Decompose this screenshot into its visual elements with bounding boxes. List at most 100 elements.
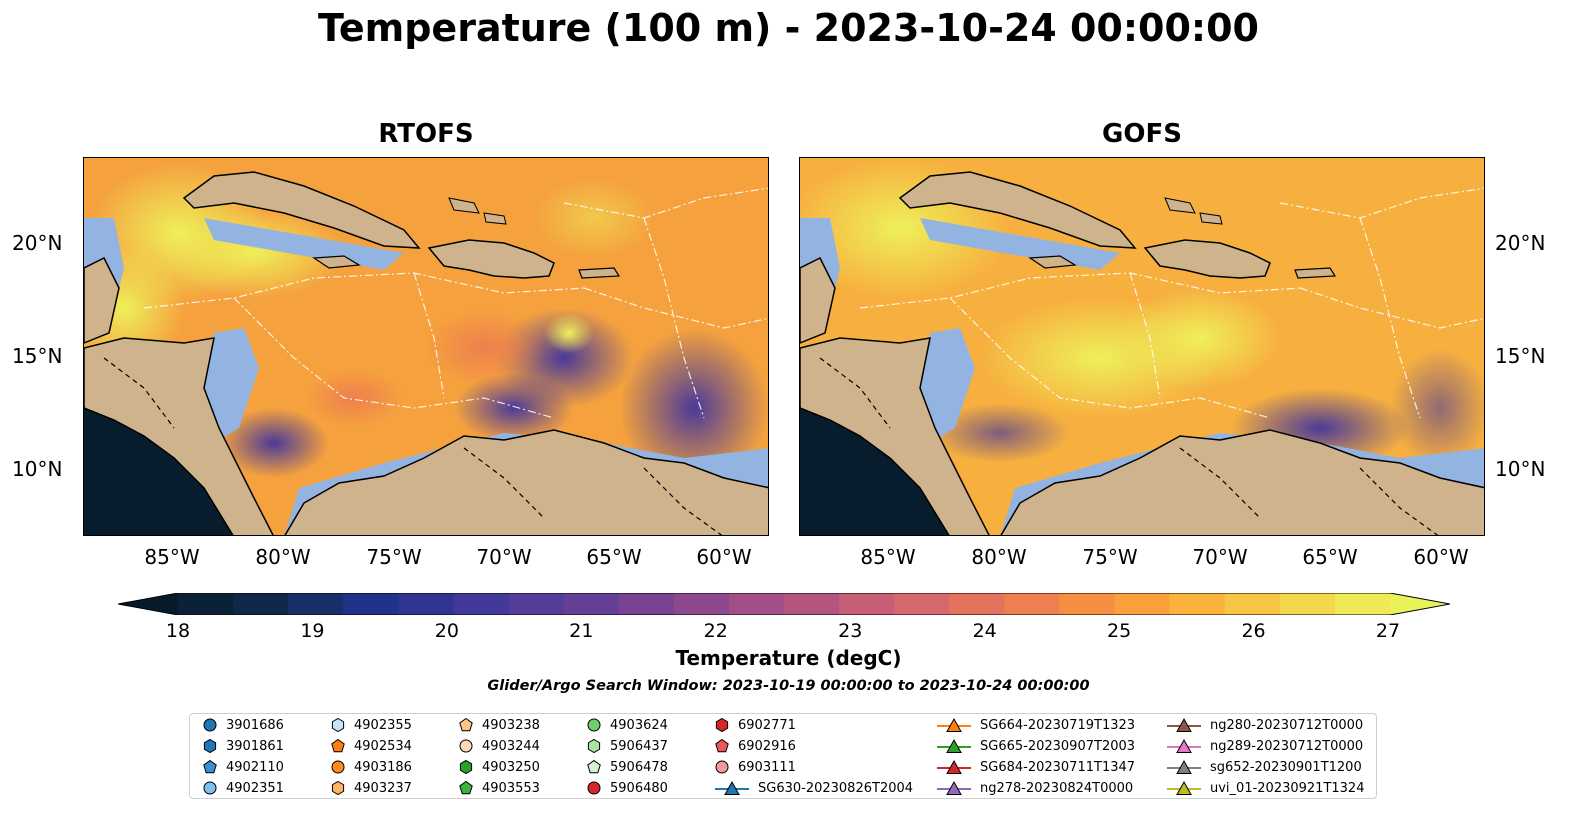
triangle-line-marker-icon [937,717,971,732]
legend-item-6903111: 6903111 [714,757,796,777]
circle-marker-icon [715,760,729,774]
legend-item-4903186: 4903186 [330,757,412,777]
legend-item-4902534: 4902534 [330,736,412,756]
colorbar-segment [894,593,950,615]
legend-item-4902355: 4902355 [330,715,412,735]
colorbar-segment [1334,593,1391,615]
x-tick-60w-gofs: 60°W [1413,545,1469,569]
colorbar-tick: 22 [703,620,728,642]
y-tick-20n-right: 20°N [1495,231,1546,255]
legend-label: 5906437 [610,738,668,754]
legend-label: 4903624 [610,717,668,733]
map-gofs-canvas [800,158,1484,535]
colorbar-segment [1114,593,1171,615]
legend-label: 5906480 [610,780,668,796]
triangle-line-marker-icon [937,738,971,753]
map-gofs[interactable] [799,157,1485,536]
colorbar-segment [288,593,344,615]
legend-item-4903553: 4903553 [458,778,540,798]
hexagon-marker-icon [715,717,729,733]
colorbar-segment [508,593,565,615]
colorbar-tick: 19 [300,620,325,642]
legend-label: 4903238 [482,717,540,733]
legend-label: ng280-20230712T0000 [1210,717,1364,733]
x-tick-85w-rtofs: 85°W [144,545,200,569]
colorbar-segment [618,593,675,615]
legend-item-sg684-20230711t1347: SG684-20230711T1347 [936,757,1135,777]
legend-item-sg630-20230826t2004: SG630-20230826T2004 [714,778,913,798]
circle-marker-icon [587,718,601,732]
hexagon-marker-icon [459,759,473,775]
triangle-line-marker-icon [715,780,749,795]
triangle-line-marker-icon [937,759,971,774]
circle-marker-icon [587,781,601,795]
colorbar-segment [1004,593,1061,615]
circle-marker-icon [203,718,217,732]
colorbar-segment [673,593,730,615]
panel-title-gofs: GOFS [1102,119,1182,149]
triangle-line-marker-icon [1167,759,1201,774]
y-tick-15n-right: 15°N [1495,344,1546,368]
y-tick-10n-left: 10°N [12,457,63,481]
legend-item-ng280-20230712t0000: ng280-20230712T0000 [1166,715,1363,735]
legend-item-4903244: 4903244 [458,736,540,756]
legend-label: SG665-20230907T2003 [980,738,1136,754]
legend-item-6902771: 6902771 [714,715,796,735]
legend-label: 3901861 [226,738,284,754]
colorbar-segment [1224,593,1281,615]
legend-item-sg664-20230719t1323: SG664-20230719T1323 [936,715,1135,735]
y-tick-20n-left: 20°N [12,231,63,255]
colorbar-tick: 18 [165,620,191,642]
legend-item-ng278-20230824t0000: ng278-20230824T0000 [936,778,1133,798]
x-tick-65w-rtofs: 65°W [586,545,642,569]
legend-item-5906480: 5906480 [586,778,668,798]
pentagon-marker-icon [587,759,601,774]
legend-label: 4902355 [354,717,412,733]
x-tick-70w-rtofs: 70°W [476,545,532,569]
colorbar-under-extension [118,593,178,615]
colorbar-tick: 25 [1107,620,1132,642]
figure-title: Temperature (100 m) - 2023-10-24 00:00:0… [317,6,1259,50]
legend-label: SG684-20230711T1347 [980,759,1136,775]
legend-item-4903624: 4903624 [586,715,668,735]
x-tick-80w-rtofs: 80°W [255,545,311,569]
triangle-line-marker-icon [1167,780,1201,795]
legend-label: 4902351 [226,780,284,796]
legend-label: 5906478 [610,759,668,775]
legend-item-5906437: 5906437 [586,736,668,756]
legend-label: uvi_01-20230921T1324 [1210,780,1365,796]
legend-item-4902351: 4902351 [202,778,284,798]
map-rtofs[interactable] [83,157,769,536]
colorbar-segment [1169,593,1226,615]
x-tick-75w-rtofs: 75°W [366,545,422,569]
pentagon-marker-icon [331,738,345,753]
legend-item-sg665-20230907t2003: SG665-20230907T2003 [936,736,1135,756]
legend-label: sg652-20230901T1200 [1210,759,1362,775]
colorbar-segment [563,593,620,615]
legend-item-4903250: 4903250 [458,757,540,777]
colorbar-label: Temperature (degC) [675,646,902,670]
legend-item-3901861: 3901861 [202,736,284,756]
colorbar-tick: 24 [972,620,997,642]
legend-item-3901686: 3901686 [202,715,284,735]
colorbar-tick: 21 [569,620,594,642]
legend-label: 6902916 [738,738,796,754]
legend-label: 4903553 [482,780,540,796]
legend-item-4903238: 4903238 [458,715,540,735]
colorbar-segment [453,593,510,615]
legend-item-sg652-20230901t1200: sg652-20230901T1200 [1166,757,1362,777]
legend-label: ng289-20230712T0000 [1210,738,1364,754]
panel-title-rtofs: RTOFS [378,119,474,149]
hexagon-marker-icon [331,780,345,796]
y-tick-10n-right: 10°N [1495,457,1546,481]
legend-item-ng289-20230712t0000: ng289-20230712T0000 [1166,736,1363,756]
colorbar-segment [1279,593,1336,615]
colorbar-segment [949,593,1005,615]
y-tick-15n-left: 15°N [12,344,63,368]
triangle-line-marker-icon [1167,717,1201,732]
legend-item-uvi_01-20230921t1324: uvi_01-20230921T1324 [1166,778,1364,798]
colorbar-tick: 26 [1241,620,1266,642]
legend-item-4903237: 4903237 [330,778,412,798]
colorbar-segment [839,593,895,615]
triangle-line-marker-icon [1167,738,1201,753]
